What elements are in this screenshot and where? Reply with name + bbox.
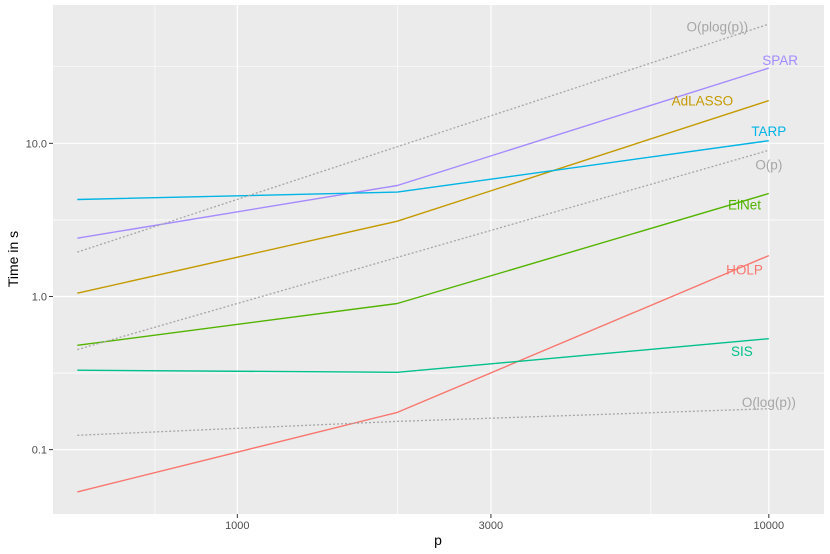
y-tick-label: 10.0 bbox=[26, 138, 47, 150]
series-label-o-log-p: O(log(p)) bbox=[742, 395, 796, 410]
y-axis-title: Time in s bbox=[5, 231, 21, 287]
series-label-holp: HOLP bbox=[726, 263, 763, 278]
x-axis: 1000 3000 10000 bbox=[225, 514, 784, 532]
series-line-sis bbox=[77, 338, 769, 373]
x-tick-label: 1000 bbox=[225, 520, 249, 532]
series-label-sis: SIS bbox=[731, 344, 753, 359]
series-labels: O(plog(p)) SPAR AdLASSO TARP O(p) ElNet HOLP SI… bbox=[672, 19, 799, 410]
grid-lines bbox=[53, 5, 824, 514]
series-line-spar bbox=[77, 67, 770, 239]
series-label-o-p: O(p) bbox=[755, 157, 782, 172]
x-tick-label: 3000 bbox=[479, 520, 503, 532]
series-line-o-p bbox=[77, 149, 769, 351]
series-line-elnet bbox=[77, 192, 769, 346]
plot-panel bbox=[53, 5, 824, 514]
series-line-o-plog-p bbox=[77, 23, 770, 253]
series-label-elnet: ElNet bbox=[728, 197, 761, 212]
series-line-holp bbox=[77, 254, 770, 493]
x-tick-label: 10000 bbox=[754, 520, 785, 532]
series-line-tarp bbox=[77, 140, 769, 201]
series-label-spar: SPAR bbox=[762, 53, 798, 68]
x-axis-title: p bbox=[434, 532, 442, 548]
series-line-o-log-p bbox=[77, 408, 769, 436]
y-tick-label: 1.0 bbox=[32, 291, 47, 303]
series-label-o-plog-p: O(plog(p)) bbox=[687, 19, 749, 34]
series-label-adlasso: AdLASSO bbox=[672, 94, 734, 109]
series-line-adlasso bbox=[77, 99, 770, 294]
series-lines bbox=[77, 23, 770, 493]
y-axis: 0.1 1.0 10.0 bbox=[26, 138, 53, 457]
y-tick-label: 0.1 bbox=[32, 445, 47, 457]
series-label-tarp: TARP bbox=[751, 124, 786, 139]
